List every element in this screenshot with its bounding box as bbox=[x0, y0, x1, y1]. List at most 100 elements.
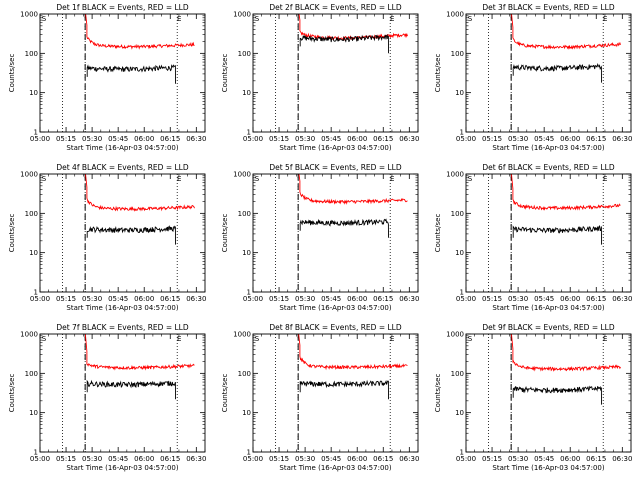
y-tick-label: 100 bbox=[451, 50, 464, 58]
lld-series-line bbox=[511, 14, 621, 50]
y-tick-label: 1 bbox=[34, 289, 38, 297]
y-tick-label: 1000 bbox=[20, 171, 38, 179]
det-panel-1: Det 1f BLACK = Events, RED = LLD 1 10 100 10… bbox=[8, 3, 206, 152]
x-tick-label: 06:30 bbox=[186, 295, 206, 303]
events-series-line bbox=[299, 379, 389, 400]
x-tick-label: 06:30 bbox=[612, 135, 632, 143]
y-tick-label: 10 bbox=[455, 409, 464, 417]
x-tick-label: 05:45 bbox=[534, 455, 554, 463]
y-tick-label: 10 bbox=[29, 409, 38, 417]
x-tick-label: 05:00 bbox=[243, 455, 263, 463]
events-series-line bbox=[512, 224, 602, 245]
x-tick-label: 05:30 bbox=[508, 455, 528, 463]
plot-frame bbox=[252, 13, 419, 133]
panel-title: Det 7f BLACK = Events, RED = LLD bbox=[56, 323, 189, 332]
y-tick-label: 1000 bbox=[233, 11, 251, 19]
plot-frame bbox=[465, 173, 632, 293]
y-tick-label: 1 bbox=[247, 449, 251, 457]
y-tick-label: 100 bbox=[451, 210, 464, 218]
x-tick-label: 05:30 bbox=[508, 295, 528, 303]
y-tick-label: 1 bbox=[34, 449, 38, 457]
y-tick-label: 10 bbox=[29, 89, 38, 97]
x-tick-label: 05:00 bbox=[30, 295, 50, 303]
x-axis-label: Start Time (16-Apr-03 04:57:00) bbox=[492, 464, 604, 472]
y-axis-label: Counts/sec bbox=[221, 54, 229, 93]
x-tick-label: 05:15 bbox=[56, 135, 76, 143]
y-tick-label: 1 bbox=[247, 129, 251, 137]
det-panel-7: Det 7f BLACK = Events, RED = LLD 1 10 100 10… bbox=[8, 323, 206, 472]
y-tick-label: 100 bbox=[25, 50, 38, 58]
x-tick-label: 06:15 bbox=[160, 295, 180, 303]
lld-series-line bbox=[85, 174, 195, 212]
end-marker-label: E bbox=[603, 15, 607, 23]
y-tick-label: 1 bbox=[34, 129, 38, 137]
det-panel-8: Det 8f BLACK = Events, RED = LLD 1 10 100 10… bbox=[221, 323, 419, 472]
x-tick-label: 05:45 bbox=[534, 135, 554, 143]
x-tick-label: 05:00 bbox=[456, 295, 476, 303]
x-tick-label: 05:30 bbox=[82, 455, 102, 463]
start-marker-label: S bbox=[42, 335, 47, 343]
x-tick-label: 05:45 bbox=[108, 295, 128, 303]
y-tick-label: 1 bbox=[460, 289, 464, 297]
x-tick-label: 06:00 bbox=[347, 135, 367, 143]
start-marker-label: S bbox=[468, 175, 473, 183]
x-tick-label: 05:15 bbox=[482, 295, 502, 303]
x-tick-label: 06:00 bbox=[560, 455, 580, 463]
y-tick-label: 1 bbox=[247, 289, 251, 297]
x-tick-label: 06:00 bbox=[560, 135, 580, 143]
x-tick-label: 05:00 bbox=[30, 135, 50, 143]
x-tick-label: 05:45 bbox=[321, 135, 341, 143]
plot-frame bbox=[252, 333, 419, 453]
x-tick-label: 06:00 bbox=[347, 455, 367, 463]
x-tick-label: 06:15 bbox=[373, 455, 393, 463]
y-axis-label: Counts/sec bbox=[434, 214, 442, 253]
x-tick-label: 06:30 bbox=[399, 455, 419, 463]
end-marker-label: E bbox=[390, 335, 394, 343]
x-tick-label: 06:30 bbox=[612, 295, 632, 303]
x-tick-label: 06:15 bbox=[160, 455, 180, 463]
start-marker-label: S bbox=[42, 15, 47, 23]
x-tick-label: 05:45 bbox=[534, 295, 554, 303]
y-axis-label: Counts/sec bbox=[221, 214, 229, 253]
y-axis-label: Counts/sec bbox=[434, 374, 442, 413]
y-axis-label: Counts/sec bbox=[8, 54, 16, 93]
x-tick-label: 05:00 bbox=[243, 295, 263, 303]
x-axis-label: Start Time (16-Apr-03 04:57:00) bbox=[279, 144, 391, 152]
start-marker-label: S bbox=[255, 15, 260, 23]
x-tick-label: 06:30 bbox=[186, 455, 206, 463]
y-tick-label: 10 bbox=[455, 89, 464, 97]
x-tick-label: 06:15 bbox=[586, 135, 606, 143]
y-tick-label: 1000 bbox=[233, 331, 251, 339]
x-tick-label: 05:15 bbox=[56, 295, 76, 303]
y-tick-label: 10 bbox=[242, 409, 251, 417]
x-tick-label: 05:30 bbox=[82, 135, 102, 143]
y-tick-label: 1000 bbox=[446, 171, 464, 179]
x-tick-label: 05:45 bbox=[321, 295, 341, 303]
y-tick-label: 1000 bbox=[446, 11, 464, 19]
start-marker-label: S bbox=[468, 335, 473, 343]
x-axis-label: Start Time (16-Apr-03 04:57:00) bbox=[492, 144, 604, 152]
y-tick-label: 10 bbox=[242, 249, 251, 257]
end-marker-label: E bbox=[177, 175, 181, 183]
x-tick-label: 06:15 bbox=[373, 135, 393, 143]
events-series-line bbox=[299, 33, 389, 54]
plot-frame bbox=[39, 333, 206, 453]
det-panel-3: Det 3f BLACK = Events, RED = LLD 1 10 100 10… bbox=[434, 3, 632, 152]
y-tick-label: 1000 bbox=[20, 331, 38, 339]
x-tick-label: 06:00 bbox=[134, 295, 154, 303]
panel-title: Det 8f BLACK = Events, RED = LLD bbox=[269, 323, 402, 332]
events-series-line bbox=[512, 63, 602, 83]
events-series-line bbox=[86, 225, 176, 245]
x-axis-label: Start Time (16-Apr-03 04:57:00) bbox=[66, 464, 178, 472]
x-tick-label: 06:00 bbox=[560, 295, 580, 303]
panel-title: Det 4f BLACK = Events, RED = LLD bbox=[56, 163, 189, 172]
x-tick-label: 05:30 bbox=[82, 295, 102, 303]
x-tick-label: 05:00 bbox=[456, 135, 476, 143]
det-panel-5: Det 5f BLACK = Events, RED = LLD 1 10 100 10… bbox=[221, 163, 419, 312]
y-tick-label: 10 bbox=[29, 249, 38, 257]
plot-frame bbox=[465, 333, 632, 453]
x-tick-label: 06:00 bbox=[134, 455, 154, 463]
x-tick-label: 06:30 bbox=[186, 135, 206, 143]
y-tick-label: 1 bbox=[460, 129, 464, 137]
